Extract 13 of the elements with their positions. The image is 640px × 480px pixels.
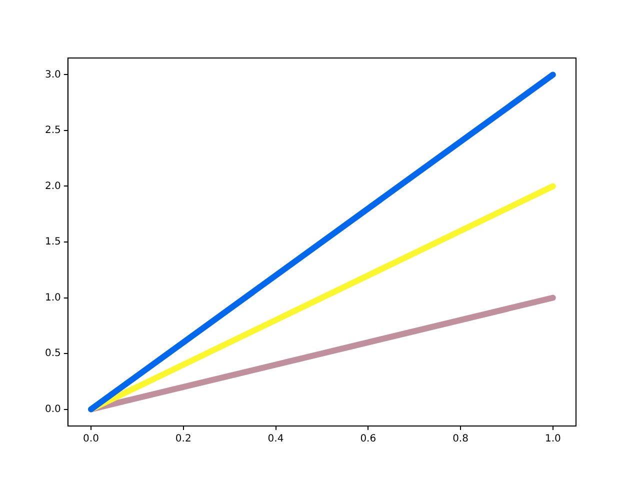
y-tick-label: 1.5 (44, 236, 61, 248)
y-tick-label: 1.0 (44, 292, 61, 304)
x-tick-label: 0.2 (175, 434, 192, 445)
y-tick-label: 0.5 (44, 348, 61, 360)
x-tick-label: 0.8 (452, 434, 468, 445)
x-tick-label: 1.0 (544, 434, 561, 445)
y-tick-label: 2.5 (44, 125, 61, 136)
x-tick-label: 0.0 (83, 434, 99, 445)
y-tick-label: 3.0 (44, 69, 61, 80)
x-tick-label: 0.6 (360, 434, 376, 445)
x-tick-label: 0.4 (268, 434, 284, 445)
y-tick-label: 2.0 (44, 180, 61, 192)
y-tick-label: 0.0 (44, 404, 61, 415)
